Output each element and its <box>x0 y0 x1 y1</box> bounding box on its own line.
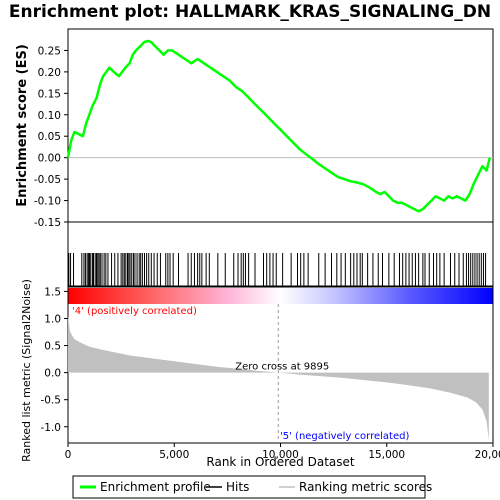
es-y-tick-label: 0.15 <box>38 88 61 100</box>
es-panel: 0.250.200.150.100.050.00-0.05-0.10-0.15 … <box>15 28 494 229</box>
rank-y-tick-label: 1.5 <box>44 286 61 298</box>
hits-frame <box>67 221 494 288</box>
rank-y-tick-label: 0.5 <box>44 341 61 353</box>
x-tick-label: 10,000 <box>262 449 299 461</box>
rank-color-bar <box>68 288 493 304</box>
enrichment-profile-line <box>66 39 492 213</box>
negative-correlation-label: '5' (negatively correlated) <box>280 431 409 442</box>
legend-label-2: Hits <box>226 480 249 494</box>
es-y-ticks: 0.25 0.20 0.15 0.10 0.05 0.00 -0.05 -0.10 -0.15 <box>34 45 68 229</box>
es-y-tick-label: 0.05 <box>38 131 61 143</box>
es-y-axis-label: Enrichment score (ES) <box>15 44 30 207</box>
es-y-tick-label: 0.20 <box>38 67 61 79</box>
positive-correlation-label: '4' (positively correlated) <box>72 306 197 317</box>
rank-y-tick-label: -0.5 <box>41 395 62 407</box>
es-y-tick-label: -0.05 <box>34 174 61 186</box>
rank-y-tick-label: 1.0 <box>44 313 61 325</box>
rank-y-tick-label: -1.0 <box>41 422 62 434</box>
es-y-tick-label: -0.10 <box>34 196 61 208</box>
zero-cross-label: Zero cross at 9895 <box>235 362 329 373</box>
legend: Enrichment profile Hits Ranking metric sco… <box>72 475 432 499</box>
rank-panel: 1.5 1.0 0.5 0.0 -0.5 -1.0 0 5,000 10,000 15,000 2… <box>20 279 500 469</box>
es-y-tick-label: 0.25 <box>38 45 61 57</box>
rank-y-axis-label: Ranked list metric (Signal2Noise) <box>20 279 33 462</box>
rank-y-tick-label: 0.0 <box>44 368 61 380</box>
x-tick-label: 15,000 <box>368 449 405 461</box>
rank-y-ticks: 1.5 1.0 0.5 0.0 -0.5 -1.0 <box>41 286 68 434</box>
hit-markers <box>68 253 487 286</box>
legend-box <box>72 475 426 499</box>
es-y-tick-label: -0.15 <box>34 217 61 229</box>
es-y-tick-label: 0.10 <box>38 110 61 122</box>
chart-title: Enrichment plot: HALLMARK_KRAS_SIGNALING… <box>9 2 491 22</box>
legend-label-1: Enrichment profile <box>100 480 211 494</box>
x-tick-label: 20,000 <box>475 449 500 461</box>
hits-panel <box>67 221 494 288</box>
x-axis-label: Rank in Ordered Dataset <box>206 455 354 469</box>
ranking-metric-area <box>68 315 489 441</box>
x-tick-label: 0 <box>65 449 72 461</box>
x-ticks: 0 5,000 10,000 15,000 20,000 <box>65 443 500 461</box>
legend-label-3: Ranking metric scores <box>299 480 432 494</box>
es-y-tick-label: 0.00 <box>38 153 61 165</box>
x-tick-label: 5,000 <box>159 449 189 461</box>
